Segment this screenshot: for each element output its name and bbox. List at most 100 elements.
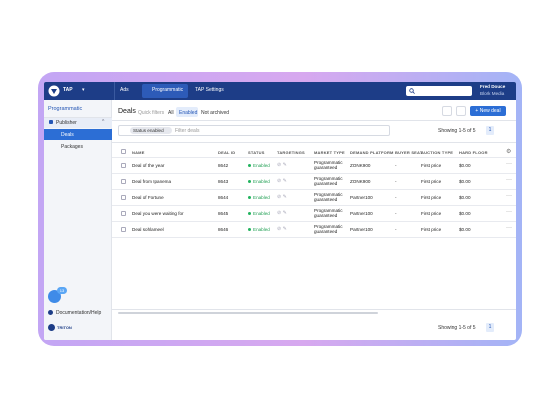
nav-active-bg [142, 84, 188, 98]
filter-all[interactable]: All [168, 110, 174, 116]
row-menu[interactable]: ··· [506, 209, 512, 215]
active-item-bg [44, 129, 112, 140]
quick-filters-label: Quick filters [138, 110, 165, 116]
row-checkbox[interactable] [121, 179, 126, 184]
header-checkbox[interactable] [121, 149, 126, 154]
row-divider [112, 221, 516, 222]
logo-icon [48, 85, 60, 97]
status-dot [248, 180, 251, 183]
table-cell: 8643 [218, 178, 229, 184]
table-cell: ZONK900 [350, 162, 371, 168]
row-checkbox[interactable] [121, 211, 126, 216]
scrollbar[interactable] [118, 312, 378, 314]
row-checkbox[interactable] [121, 227, 126, 232]
column-header[interactable]: HARD FLOOR [459, 150, 488, 155]
deal-name[interactable]: Deal of Fortune [132, 194, 164, 200]
table-cell: 8645 [218, 210, 229, 216]
row-checkbox[interactable] [121, 195, 126, 200]
help-link[interactable]: Documentation/Help [56, 310, 102, 316]
column-header[interactable]: STATUS [248, 150, 265, 155]
download-button[interactable] [442, 106, 452, 116]
table-cell: Enabled [253, 194, 270, 200]
row-checkbox[interactable] [121, 163, 126, 168]
search-box[interactable] [406, 86, 472, 96]
deal-name[interactable]: Deal you were waiting for [132, 210, 184, 216]
row-menu[interactable]: ··· [506, 225, 512, 231]
nav-ads[interactable]: Ads [120, 87, 129, 93]
brand-text: TRITON [57, 325, 72, 330]
column-header[interactable]: AUCTION TYPE [421, 150, 454, 155]
app-window: TAP ▾ Ads Programmatic TAP Settings Fred… [44, 82, 516, 340]
sidebar-item-packages[interactable]: Packages [61, 144, 83, 150]
table-cell: - [395, 162, 397, 168]
divider [112, 142, 516, 143]
targeting-icons: ⊘ ✎ [277, 210, 287, 216]
sidebar-group[interactable]: Publisher [56, 120, 77, 126]
table-cell: - [395, 178, 397, 184]
table-cell: First price [421, 194, 442, 200]
column-header[interactable]: BUYER SEAT [395, 150, 423, 155]
divider [44, 117, 112, 118]
filter-chip[interactable]: Status enabled [130, 127, 172, 134]
user-org: Blork Media [480, 91, 505, 96]
table-cell: $0.00 [459, 162, 471, 168]
new-deal-button[interactable]: + New deal [470, 106, 506, 116]
column-header[interactable]: DEAL ID [218, 150, 236, 155]
column-header[interactable]: TARGETINGS [277, 150, 305, 155]
footer-showing: Showing 1-5 of 5 [438, 325, 476, 331]
search-icon [409, 88, 415, 94]
page-title: Deals [118, 108, 136, 115]
refresh-button[interactable] [456, 106, 466, 116]
deal-name[interactable]: Deal of the year [132, 162, 165, 168]
row-divider [112, 173, 516, 174]
table-cell: Enabled [253, 210, 270, 216]
table-cell: First price [421, 210, 442, 216]
filter-placeholder: Filter deals [175, 128, 200, 134]
table-cell: Programmatic guaranteed [314, 160, 343, 170]
settings-icon[interactable]: ⚙ [506, 149, 512, 155]
table-cell: $0.00 [459, 178, 471, 184]
divider [114, 82, 115, 100]
top-bar: TAP ▾ Ads Programmatic TAP Settings Fred… [44, 82, 516, 100]
filter-input[interactable] [118, 125, 390, 136]
targeting-icons: ⊘ ✎ [277, 178, 287, 184]
table-cell: $0.00 [459, 210, 471, 216]
footer-page-number[interactable]: 1 [486, 323, 494, 332]
logo-text: TAP [63, 87, 73, 93]
help-icon [48, 310, 53, 315]
sidebar-title: Programmatic [48, 106, 83, 112]
column-header[interactable]: NAME [132, 150, 145, 155]
group-caret: ^ [102, 119, 105, 125]
targeting-icons: ⊘ ✎ [277, 226, 287, 232]
logo-caret: ▾ [82, 87, 85, 93]
status-dot [248, 228, 251, 231]
row-menu[interactable]: ··· [506, 193, 512, 199]
row-divider [112, 157, 516, 158]
table-cell: Programmatic guaranteed [314, 192, 343, 202]
group-icon [49, 120, 53, 124]
page-number[interactable]: 1 [486, 126, 494, 135]
filter-active-bg [176, 107, 198, 117]
main-content: Deals Quick filters All Enabled Not arch… [112, 100, 516, 340]
sidebar-item-deals[interactable]: Deals [61, 132, 74, 138]
showing-text: Showing 1-5 of 5 [438, 128, 476, 134]
user-name[interactable]: Fred Douce [480, 84, 506, 89]
nav-settings[interactable]: TAP Settings [195, 87, 224, 93]
table-cell: 8642 [218, 162, 229, 168]
table-cell: $0.00 [459, 194, 471, 200]
row-menu[interactable]: ··· [506, 161, 512, 167]
filter-not-archived[interactable]: Not archived [201, 110, 230, 116]
table-cell: Partner100 [350, 194, 373, 200]
table-cell: 8644 [218, 194, 229, 200]
deal-name[interactable]: Deal sohlameel [132, 226, 164, 232]
row-divider [112, 205, 516, 206]
row-menu[interactable]: ··· [506, 177, 512, 183]
nav-programmatic[interactable]: Programmatic [152, 87, 184, 93]
group-bg [44, 118, 112, 128]
status-dot [248, 212, 251, 215]
deal-name[interactable]: Deal from Ipanema [132, 178, 172, 184]
column-header[interactable]: MARKET TYPE [314, 150, 345, 155]
filter-enabled[interactable]: Enabled [179, 110, 198, 116]
column-header[interactable]: DEMAND PLATFORM [350, 150, 394, 155]
table-cell: First price [421, 226, 442, 232]
